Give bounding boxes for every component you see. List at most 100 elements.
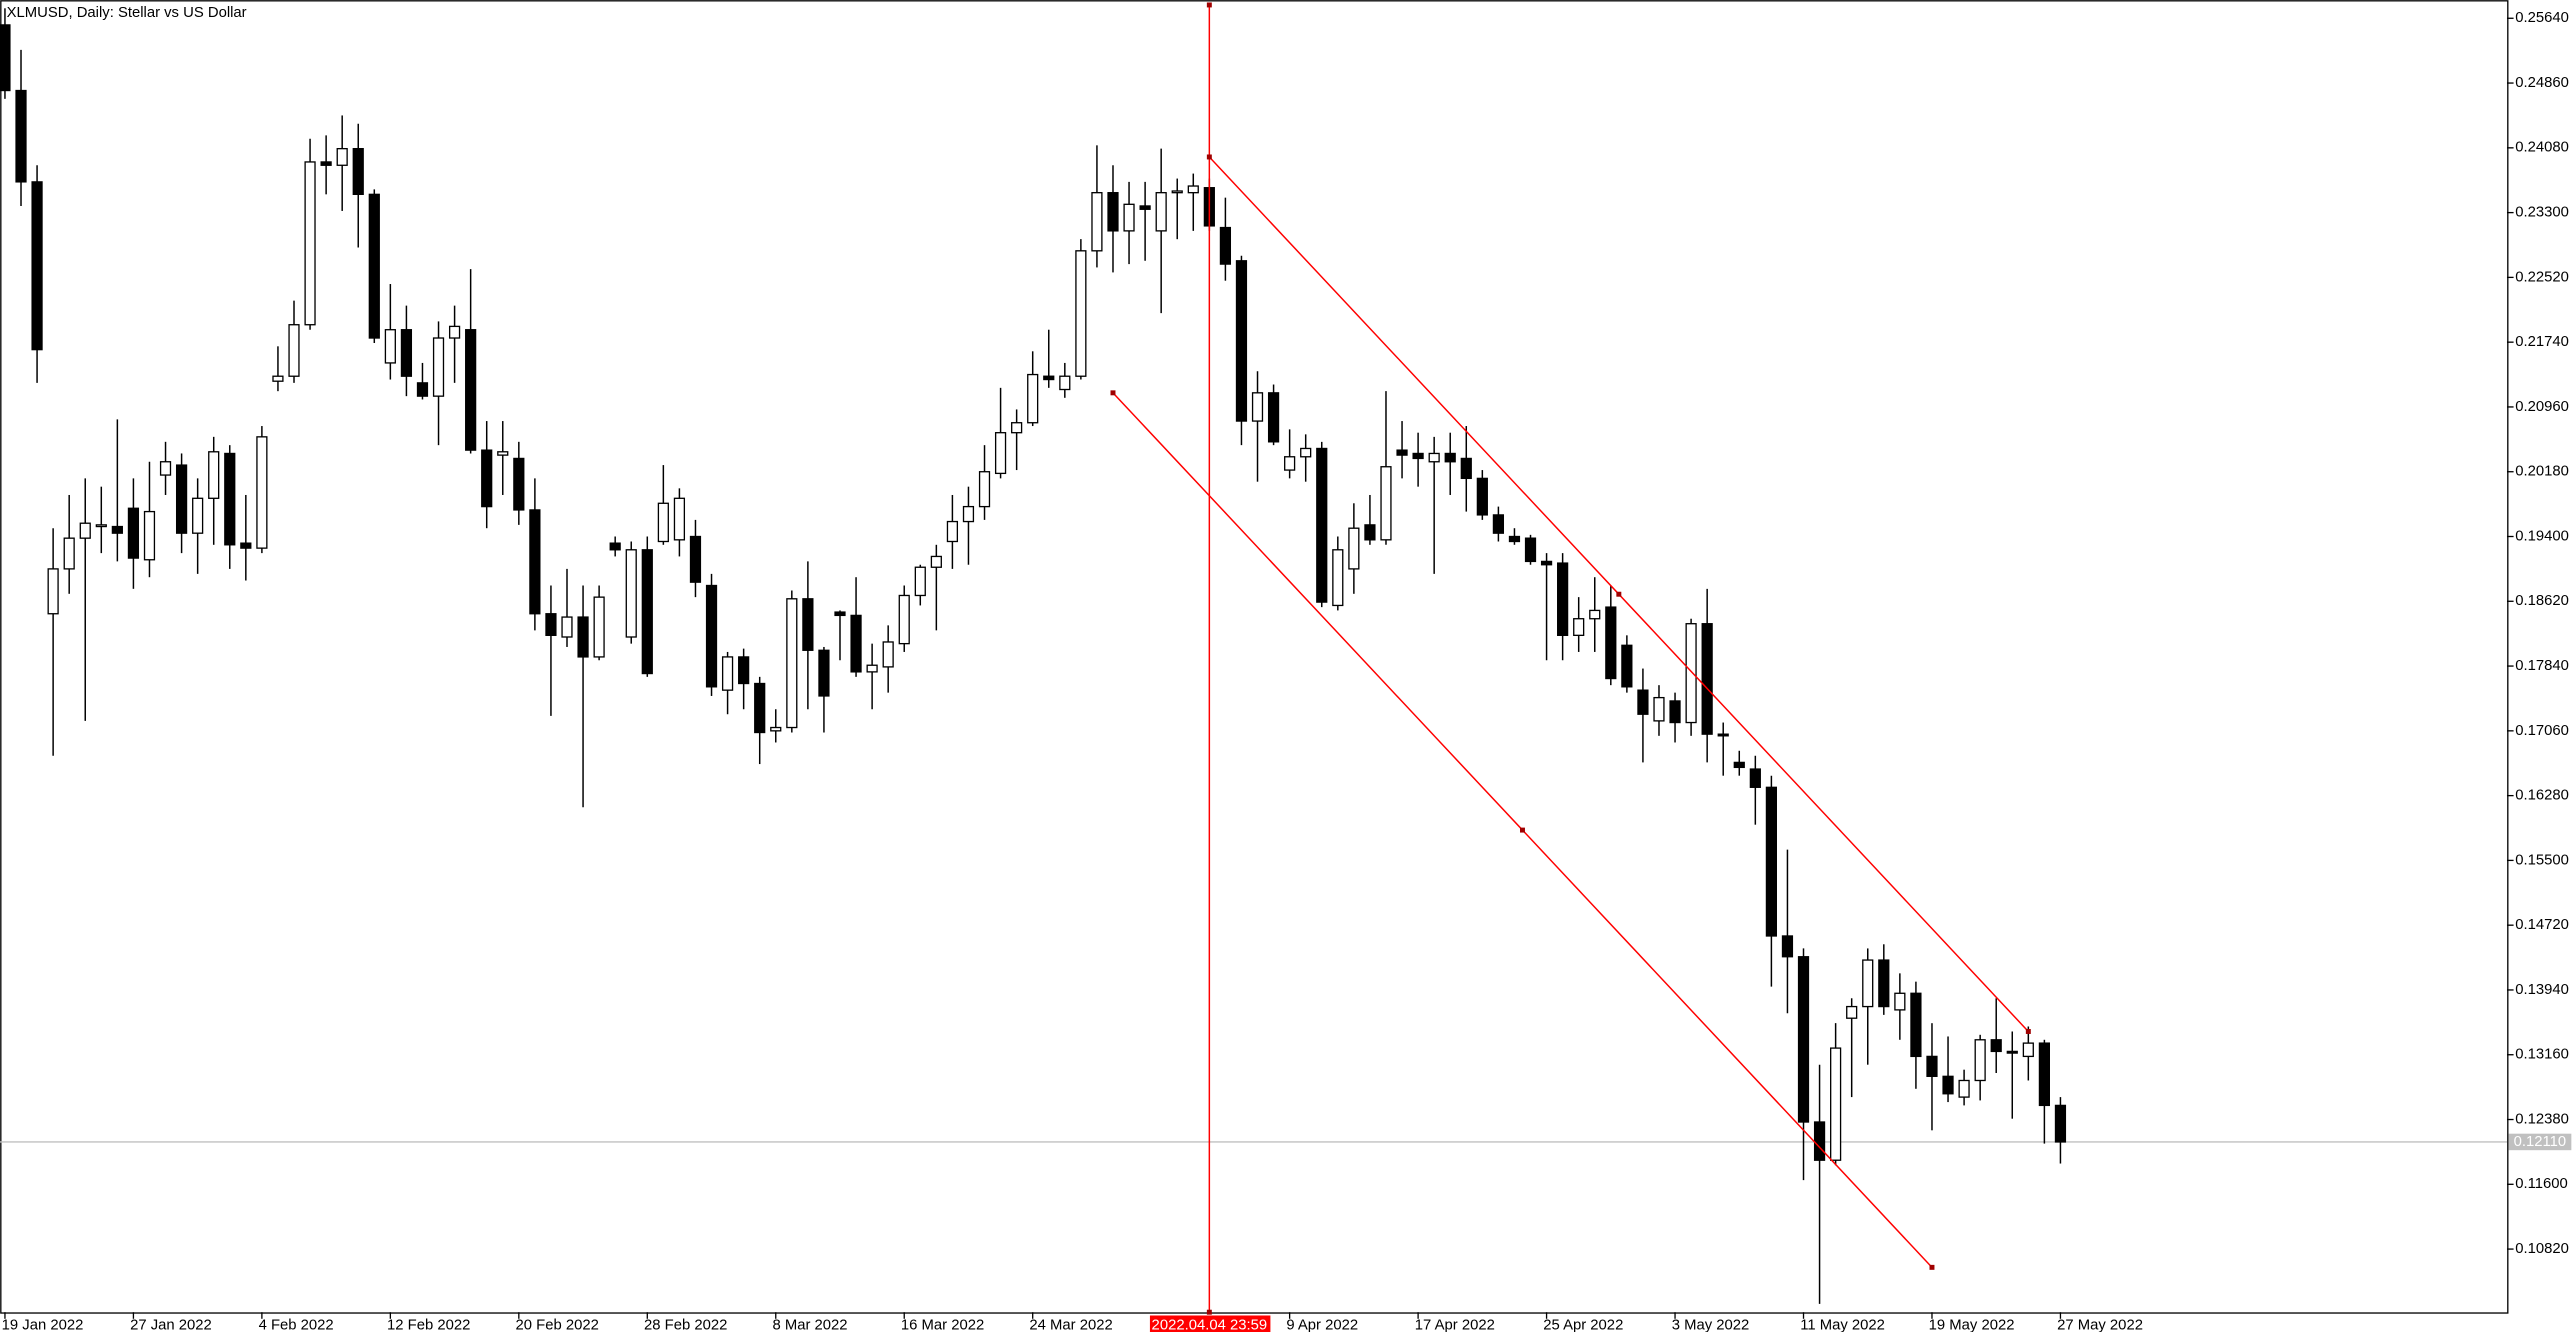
candle-body <box>1765 786 1778 937</box>
trendline-handle <box>1616 591 1622 597</box>
candle-body <box>1894 992 1906 1011</box>
candle-body <box>47 568 59 615</box>
candle-body <box>1830 1047 1842 1161</box>
candle-body <box>1749 768 1761 788</box>
candle-body <box>0 24 11 92</box>
y-tick-label: 0.19400 <box>2515 528 2569 544</box>
candle-body <box>1781 935 1794 958</box>
candle-body <box>2022 1042 2034 1058</box>
candle-body <box>1573 618 1585 636</box>
candle-body <box>1284 456 1296 471</box>
y-tick-label: 0.22520 <box>2515 269 2569 285</box>
candle-body <box>1171 190 1183 194</box>
y-tick-label: 0.15500 <box>2515 852 2569 868</box>
x-tick-label: 4 Feb 2022 <box>259 1317 334 1332</box>
candle-body <box>1685 623 1697 724</box>
candle-body <box>1300 447 1312 458</box>
x-tick-label: 3 May 2022 <box>1672 1317 1750 1332</box>
candle-body <box>1235 260 1248 422</box>
candle-body <box>208 451 220 499</box>
candle-body <box>1251 392 1264 422</box>
candle-body <box>914 566 926 597</box>
candle-body <box>1974 1039 1986 1082</box>
candle-body <box>465 329 477 451</box>
candle-body <box>609 542 621 551</box>
candle-body <box>1059 375 1071 391</box>
candle-body <box>1091 192 1103 252</box>
candle-body <box>448 325 461 339</box>
candle-body <box>577 616 589 658</box>
x-tick-label: 11 May 2022 <box>1800 1317 1885 1332</box>
candle-body <box>818 649 830 697</box>
candle-body <box>175 464 188 534</box>
candle-body <box>31 181 43 351</box>
candle-body <box>1332 549 1344 607</box>
candle-body <box>946 520 959 543</box>
candle-body <box>1460 457 1472 480</box>
candle-body <box>1524 537 1537 563</box>
candle-body <box>1219 226 1232 265</box>
candle-body <box>1380 466 1392 541</box>
candle-body <box>1187 185 1199 194</box>
candle-body <box>1027 373 1039 424</box>
last-price-box <box>2508 1133 2572 1151</box>
y-tick-label: 0.25640 <box>2515 10 2569 26</box>
trendline-handle <box>1520 827 1525 833</box>
candle-body <box>770 726 782 732</box>
candle-body <box>705 584 718 688</box>
candle-body <box>545 613 557 636</box>
candle-body <box>754 682 766 734</box>
y-tick-label: 0.16280 <box>2515 788 2569 804</box>
candle-body <box>497 451 509 456</box>
vertical-line-handle <box>1206 1309 1212 1315</box>
candle-body <box>1990 1039 2002 1053</box>
candle-body <box>1043 375 1055 381</box>
candle-body <box>481 449 493 508</box>
y-tick-label: 0.20180 <box>2515 464 2569 480</box>
candle-body <box>159 461 172 476</box>
candle-body <box>1476 477 1488 516</box>
candle-body <box>593 596 605 658</box>
candle-body <box>930 555 942 568</box>
candle-body <box>192 497 204 534</box>
candle-body <box>1605 606 1617 680</box>
candle-body <box>432 337 445 397</box>
candle-body <box>1878 959 1890 1008</box>
candle-body <box>561 616 573 638</box>
candle-body <box>1637 689 1649 715</box>
candle-body <box>529 509 541 615</box>
x-tick-label: 8 Mar 2022 <box>772 1317 847 1332</box>
candle-body <box>641 549 653 675</box>
candle-body <box>1139 205 1151 210</box>
candle-body <box>1926 1055 1938 1077</box>
candle-body <box>1910 992 1922 1058</box>
candle-body <box>400 329 413 377</box>
y-tick-label: 0.13160 <box>2515 1047 2569 1063</box>
candle-body <box>1267 392 1280 443</box>
candle-body <box>1813 1121 1826 1161</box>
vertical-line-label-box <box>1149 1315 1271 1332</box>
candle-body <box>786 598 798 729</box>
candle-body <box>513 457 525 511</box>
candle-body <box>689 535 702 583</box>
candle-body <box>143 510 156 561</box>
trendline-handle <box>1206 154 1212 160</box>
x-tick-label: 25 Apr 2022 <box>1543 1317 1623 1332</box>
candle-body <box>1717 733 1729 737</box>
x-tick-label: 28 Feb 2022 <box>644 1317 727 1332</box>
candle-body <box>1364 524 1376 541</box>
x-tick-label: 19 Jan 2022 <box>2 1317 84 1332</box>
candle-body <box>95 524 107 528</box>
candle-body <box>1444 452 1456 463</box>
candle-body <box>1011 422 1023 434</box>
candle-body <box>63 537 75 570</box>
candle-body <box>1316 447 1328 603</box>
candle-body <box>898 594 910 645</box>
candle-body <box>802 598 814 651</box>
candle-body <box>1669 700 1681 724</box>
x-tick-label: 20 Feb 2022 <box>516 1317 599 1332</box>
vertical-line-label: 2022.04.04 23:59 <box>1152 1317 1268 1332</box>
candle-body <box>738 656 750 685</box>
